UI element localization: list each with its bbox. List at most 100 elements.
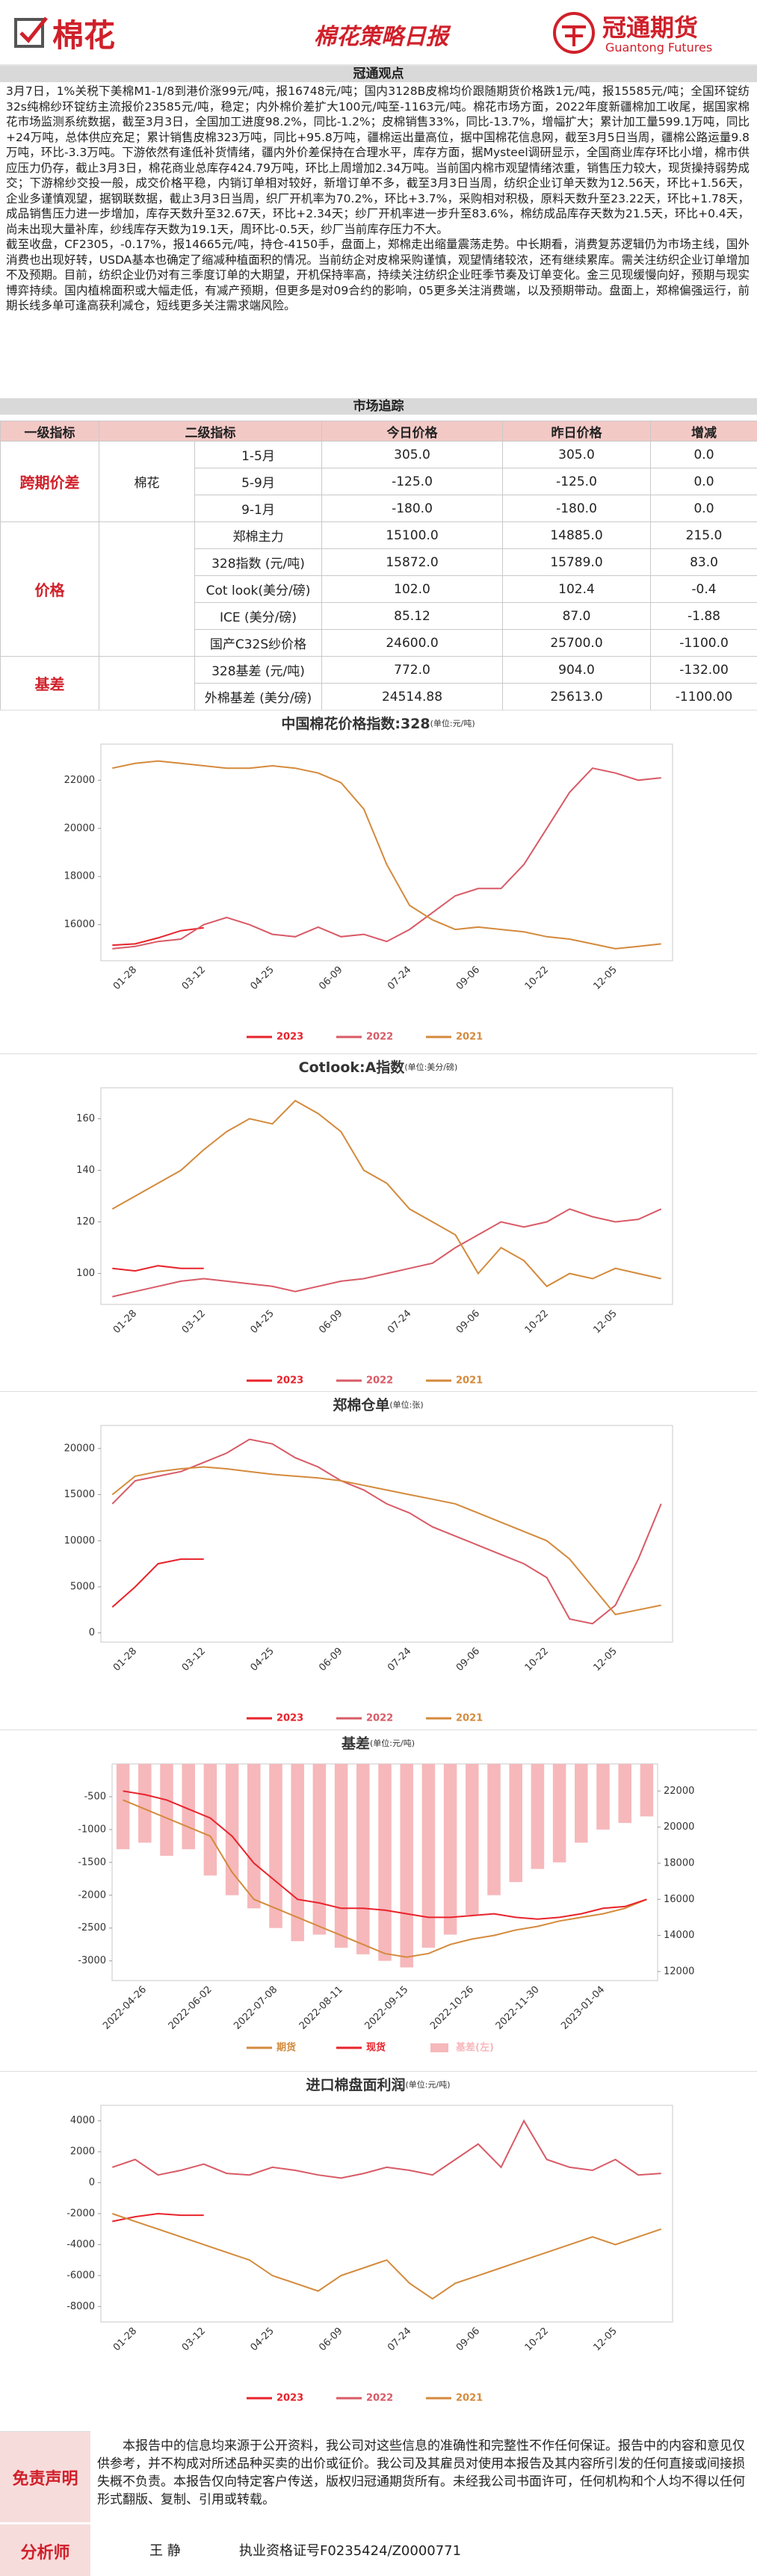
brand-name-en: Guantong Futures	[605, 40, 713, 55]
x-tick-label: 04-25	[248, 2326, 276, 2353]
line	[112, 1265, 204, 1272]
section-title: 冠通观点	[0, 66, 757, 82]
line	[123, 1799, 647, 1958]
logo-icon	[14, 16, 48, 48]
value: 102.4	[502, 575, 651, 603]
x-tick-label: 12-05	[591, 1646, 619, 1674]
indicator: 9-1月	[194, 495, 322, 522]
x-tick-label: 06-09	[317, 965, 344, 992]
x-tick-label: 09-06	[454, 1646, 482, 1674]
table-row: 9-1月 -180.0 -180.0 0.0	[1, 495, 757, 522]
value: 25700.0	[502, 629, 651, 657]
bar	[269, 1764, 282, 1928]
bar	[509, 1764, 522, 1883]
bar	[225, 1764, 239, 1895]
value: 15100.0	[321, 521, 503, 549]
y2-tick-label: 18000	[664, 1857, 694, 1868]
column-header: 增减	[650, 421, 757, 442]
value: 85.12	[321, 602, 503, 630]
unit-text: (单位:元/吨)	[370, 1738, 415, 1748]
y2-tick-label: 20000	[664, 1821, 694, 1833]
x-tick-label: 01-28	[111, 1308, 139, 1336]
legend-label: 基差(左)	[455, 2042, 494, 2054]
plot-frame	[100, 743, 673, 962]
indicator: ICE (美分/磅)	[194, 602, 322, 630]
x-tick-label: 2022-07-08	[232, 1984, 279, 2032]
chart-title: 进口棉盘面利润(单位:元/吨)	[306, 2076, 450, 2093]
plot-frame	[100, 1087, 673, 1305]
value: 305.0	[502, 441, 651, 468]
y-tick-label: 15000	[64, 1489, 95, 1500]
column-header: 一级指标	[0, 421, 99, 442]
analyst: 王 静	[149, 2543, 181, 2559]
legend-label: 2021	[456, 1375, 483, 1387]
y-tick-label: 160	[76, 1113, 95, 1124]
y-tick-label: -2000	[67, 2208, 95, 2220]
value: 83.0	[650, 548, 757, 576]
line	[111, 1558, 204, 1608]
bar	[247, 1764, 261, 1909]
legend-label: 期货	[276, 2042, 296, 2054]
unit-text: (单位:美分/磅)	[404, 1062, 457, 1072]
column-header: 今日价格	[321, 421, 503, 442]
x-tick-label: 01-28	[111, 2326, 139, 2353]
disclaimer: 本报告中的信息均来源于公开资料，我公司对这些信息的准确性和完整性不作任何保证。报…	[97, 2439, 745, 2507]
x-tick-label: 12-05	[591, 965, 619, 992]
paragraph: 3月7日，1%关税下美棉M1-1/8到港价涨99元/吨，报16748元/吨；国内…	[6, 84, 750, 236]
bar	[312, 1764, 327, 1935]
legend-label: 2021	[456, 1713, 483, 1724]
value: 0.0	[650, 441, 757, 468]
group-name: 跨期价差	[0, 441, 99, 522]
blank-cell	[99, 521, 195, 657]
unit-text: (单位:张)	[389, 1399, 423, 1410]
y-tick-label: 10000	[64, 1535, 95, 1546]
y-tick-label: -1000	[78, 1824, 106, 1835]
bar	[443, 1764, 457, 1935]
x-tick-label: 2022-08-11	[297, 1984, 345, 2032]
x-tick-label: 12-05	[591, 1308, 619, 1336]
bar	[138, 1764, 152, 1843]
legend-label: 2022	[366, 1713, 393, 1724]
y-tick-label: 16000	[64, 919, 95, 930]
line	[112, 1208, 662, 1298]
legend-label: 2023	[276, 1375, 303, 1387]
x-tick-label: 2022-09-15	[362, 1984, 410, 2032]
bar	[531, 1764, 545, 1869]
y-tick-label: 100	[76, 1268, 95, 1279]
line	[112, 760, 661, 950]
bar	[575, 1764, 588, 1843]
x-tick-label: 07-24	[386, 2326, 413, 2353]
value: -0.4	[650, 575, 757, 603]
column-header: 昨日价格	[502, 421, 651, 442]
y-tick-label: 20000	[64, 1443, 95, 1454]
value: -132.00	[650, 656, 757, 684]
chart: 进口棉盘面利润(单位:元/吨) -8000 -6000 -4000 -2000 0 2000…	[0, 2071, 757, 2404]
chart-title: 郑棉仓单(单位:张)	[333, 1396, 423, 1414]
line	[111, 2119, 661, 2179]
value: 904.0	[502, 656, 651, 684]
x-tick-label: 10-22	[523, 1646, 551, 1674]
value: 215.0	[650, 521, 757, 549]
value: 15789.0	[502, 548, 651, 576]
indicator: 328基差 (元/吨)	[194, 656, 322, 684]
x-tick-label: 07-24	[386, 1308, 413, 1336]
y-tick-label: -4000	[67, 2239, 95, 2250]
y2-tick-label: 16000	[664, 1894, 694, 1905]
chart-title: 基差(单位:元/吨)	[341, 1735, 415, 1752]
indicator: 1-5月	[194, 441, 322, 468]
bar	[334, 1764, 348, 1948]
plot-frame	[100, 2105, 673, 2323]
x-tick-label: 04-25	[248, 965, 276, 992]
table-row: 外棉基差 (美分/磅) 24514.88 25613.0 -1100.00	[1, 683, 757, 710]
y2-tick-label: 12000	[664, 1966, 694, 1977]
y-tick-label: 20000	[64, 823, 95, 834]
chart: 中国棉花价格指数:328(单位:元/吨) 16000 18000 20000 22000…	[0, 710, 757, 1043]
x-tick-label: 10-22	[523, 2326, 551, 2353]
header-row: 一级指标 二级指标 今日价格 昨日价格 增减	[0, 421, 757, 442]
y2-tick-label: 14000	[664, 1930, 694, 1941]
disclaimer-label: 免责声明	[0, 2431, 90, 2522]
table-row: 328指数 (元/吨) 15872.0 15789.0 83.0	[1, 548, 757, 576]
x-tick-label: 09-06	[454, 2326, 482, 2353]
line	[123, 1790, 647, 1920]
